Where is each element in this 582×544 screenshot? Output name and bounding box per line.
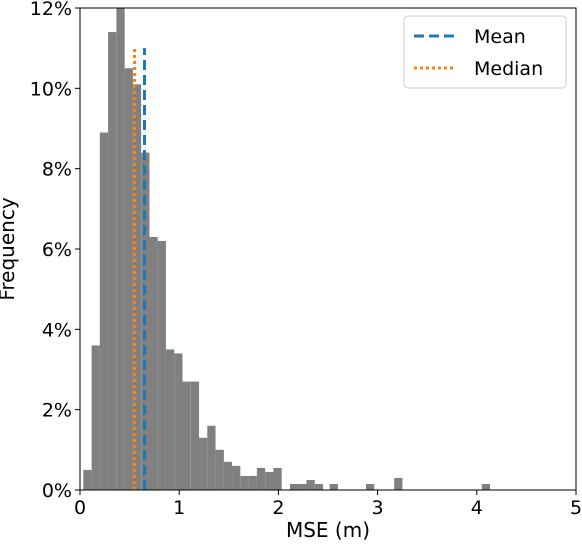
- legend-label-median: Median: [474, 58, 543, 80]
- histogram-bar: [240, 475, 249, 490]
- legend-box: [403, 15, 567, 89]
- histogram-bar: [182, 381, 191, 490]
- histogram-bar: [329, 483, 338, 490]
- histogram-bar: [290, 483, 299, 490]
- histogram-bar: [166, 349, 175, 490]
- statistic-lines: [133, 48, 146, 490]
- y-axis-ticks: 0% 2% 4% 6% 8% 10% 12%: [30, 0, 80, 502]
- histogram-bar: [116, 8, 125, 490]
- histogram-bar: [215, 449, 224, 490]
- y-tick-label: 10%: [30, 78, 72, 100]
- histogram-bar: [190, 381, 200, 490]
- histogram-bar: [99, 132, 109, 490]
- histogram-bar: [157, 240, 166, 490]
- x-tick-label: 5: [570, 497, 582, 519]
- histogram-bar: [248, 475, 257, 490]
- x-axis-label: MSE (m): [286, 518, 370, 542]
- y-tick-label: 2%: [42, 400, 72, 422]
- histogram-bar: [108, 32, 117, 490]
- legend-label-mean: Mean: [474, 26, 526, 48]
- histogram-bar: [149, 236, 158, 490]
- histogram-bar: [256, 467, 266, 490]
- histogram-bar: [124, 68, 133, 490]
- x-tick-label: 1: [173, 497, 185, 519]
- y-tick-label: 0%: [42, 480, 72, 502]
- x-tick-label: 0: [74, 497, 86, 519]
- histogram-bar: [223, 461, 233, 490]
- y-tick-label: 4%: [42, 319, 72, 341]
- histogram-bar: [207, 425, 216, 490]
- y-tick-label: 12%: [30, 0, 72, 20]
- x-tick-label: 2: [272, 497, 284, 519]
- histogram-bar: [199, 437, 208, 490]
- histogram-bar: [365, 483, 375, 490]
- histogram-bar: [273, 467, 282, 490]
- histogram-bar: [232, 465, 241, 490]
- histogram-bar: [265, 471, 274, 490]
- x-tick-label: 4: [471, 497, 483, 519]
- histogram-bar: [306, 479, 315, 490]
- histogram-bar: [394, 477, 403, 490]
- histogram-bar: [91, 345, 100, 490]
- y-axis-label: Frequency: [0, 197, 19, 300]
- histogram-bar: [174, 353, 183, 490]
- histogram-bar: [132, 84, 142, 491]
- y-tick-label: 6%: [42, 239, 72, 261]
- histogram-bar: [481, 483, 491, 490]
- x-tick-label: 3: [372, 497, 384, 519]
- legend: Mean Median: [403, 15, 567, 89]
- histogram-bar: [314, 483, 324, 490]
- x-axis-ticks: 0 1 2 3 4 5: [74, 490, 582, 519]
- histogram-bar: [83, 469, 92, 490]
- y-tick-label: 8%: [42, 159, 72, 181]
- histogram-bar: [298, 483, 307, 490]
